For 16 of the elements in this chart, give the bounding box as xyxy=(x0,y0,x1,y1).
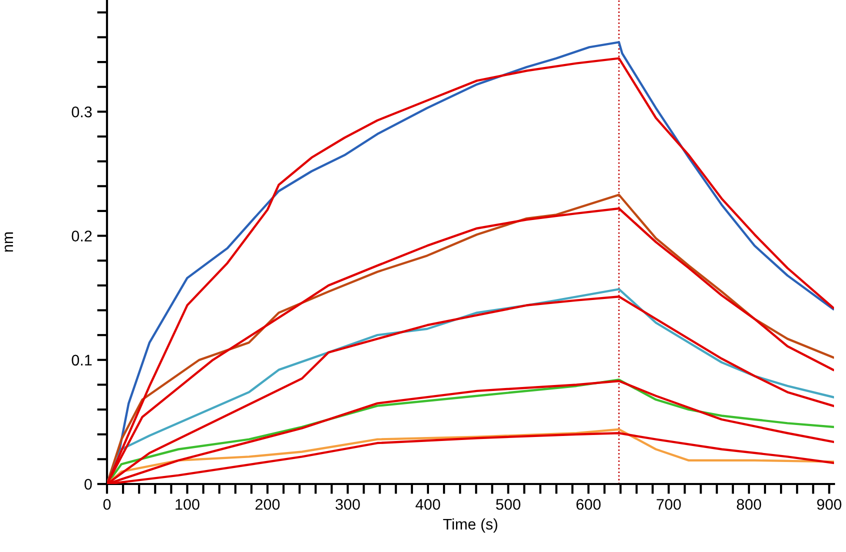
x-axis-title: Time (s) xyxy=(443,518,498,533)
x-tick-label: 100 xyxy=(176,498,200,510)
x-tick-label: 700 xyxy=(656,498,681,510)
y-tick-label: 0.3 xyxy=(72,106,92,118)
x-tick-label: 600 xyxy=(576,498,601,510)
x-tick-label: 200 xyxy=(256,498,280,510)
x-tick-label: 400 xyxy=(416,498,440,510)
y-tick-label: 0.1 xyxy=(72,354,92,366)
y-tick-label: 0 xyxy=(84,478,92,490)
x-tick-label: 800 xyxy=(736,498,762,510)
y-tick-label: 0.2 xyxy=(72,230,92,242)
x-tick-label: 0 xyxy=(103,498,111,510)
x-tick-label: 300 xyxy=(336,498,360,510)
x-tick-label: 500 xyxy=(496,498,520,510)
y-axis-title: nm xyxy=(4,232,13,252)
x-tick-label: 900 xyxy=(817,498,842,510)
